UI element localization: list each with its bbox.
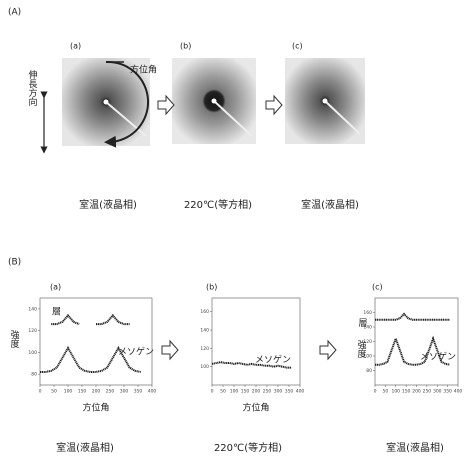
panel-caption: 室温(液晶相) [79, 198, 137, 211]
x-tick-label: 250 [263, 389, 272, 395]
section-label: (B) [8, 258, 21, 268]
data-line [375, 314, 450, 320]
xray-image [172, 58, 256, 144]
y-tick-label: 140 [200, 328, 209, 334]
process-arrow [266, 96, 282, 114]
panel-label: (b) [180, 42, 191, 51]
x-tick-label: 0 [211, 389, 214, 395]
chart-title: (c) [372, 283, 383, 292]
process-arrow [158, 96, 174, 114]
x-tick-label: 200 [412, 389, 421, 395]
chart-title: (a) [50, 283, 61, 292]
x-tick-label: 150 [402, 389, 411, 395]
x-tick-label: 300 [120, 389, 129, 395]
x-tick-label: 400 [454, 389, 463, 395]
x-tick-label: 200 [92, 389, 101, 395]
chart-title: (b) [206, 283, 217, 292]
y-tick-label: 100 [28, 350, 37, 356]
series-label: 層 [52, 307, 61, 318]
x-axis-label: 方位角 [82, 402, 109, 414]
plot-frame [212, 298, 300, 385]
figure: (A) 方位角 伸長方向 (a) (b) (c) 室温(液晶相) 220℃(等方… [0, 0, 469, 465]
x-tick-label: 350 [134, 389, 143, 395]
x-tick-label: 200 [252, 389, 261, 395]
x-tick-label: 400 [148, 389, 157, 395]
x-tick-label: 350 [285, 389, 294, 395]
chart-caption: 220℃(等方相) [214, 441, 282, 454]
x-tick-label: 150 [78, 389, 87, 395]
series-label: メソゲン [420, 351, 456, 363]
x-tick-label: 100 [391, 389, 400, 395]
x-tick-label: 50 [383, 389, 389, 395]
chart-caption: 室温(液晶相) [56, 441, 114, 454]
x-tick-label: 0 [39, 389, 42, 395]
y-axis-label: 強度 [356, 339, 367, 359]
x-tick-label: 350 [443, 389, 452, 395]
x-tick-label: 300 [274, 389, 283, 395]
azimuth-label: 方位角 [130, 64, 157, 76]
panel-label: (c) [292, 42, 303, 51]
x-tick-label: 400 [296, 389, 305, 395]
x-tick-label: 250 [423, 389, 432, 395]
y-tick-label: 140 [28, 306, 37, 312]
panel-caption: 220℃(等方相) [184, 198, 252, 211]
x-tick-label: 50 [51, 389, 57, 395]
y-tick-label: 160 [200, 309, 209, 315]
stretch-label: 伸長方向 [27, 69, 38, 106]
x-axis-label: 方位角 [242, 402, 269, 414]
xray-image [285, 58, 365, 144]
x-tick-label: 100 [230, 389, 239, 395]
y-tick-label: 80 [31, 372, 37, 378]
panel-caption: 室温(液晶相) [301, 198, 359, 211]
y-tick-label: 120 [200, 346, 209, 352]
process-arrow [162, 341, 178, 359]
x-tick-label: 100 [64, 389, 73, 395]
chart-caption: 室温(液晶相) [386, 441, 444, 454]
y-tick-label: 100 [200, 364, 209, 370]
section-label: (A) [8, 8, 21, 18]
series-label: メソゲン [255, 354, 291, 366]
y-axis-label: 強度 [9, 329, 20, 349]
data-line [51, 315, 129, 324]
series-label: 層 [357, 318, 368, 328]
y-tick-label: 160 [363, 310, 372, 316]
y-tick-label: 80 [366, 368, 372, 374]
x-tick-label: 0 [374, 389, 377, 395]
series-label: メソゲン [118, 346, 154, 358]
process-arrow [320, 341, 336, 359]
x-tick-label: 150 [241, 389, 250, 395]
y-tick-label: 120 [28, 328, 37, 334]
plot-frame [375, 298, 458, 385]
x-tick-label: 50 [220, 389, 226, 395]
x-tick-label: 250 [106, 389, 115, 395]
x-tick-label: 300 [433, 389, 442, 395]
panel-label: (a) [70, 42, 81, 51]
